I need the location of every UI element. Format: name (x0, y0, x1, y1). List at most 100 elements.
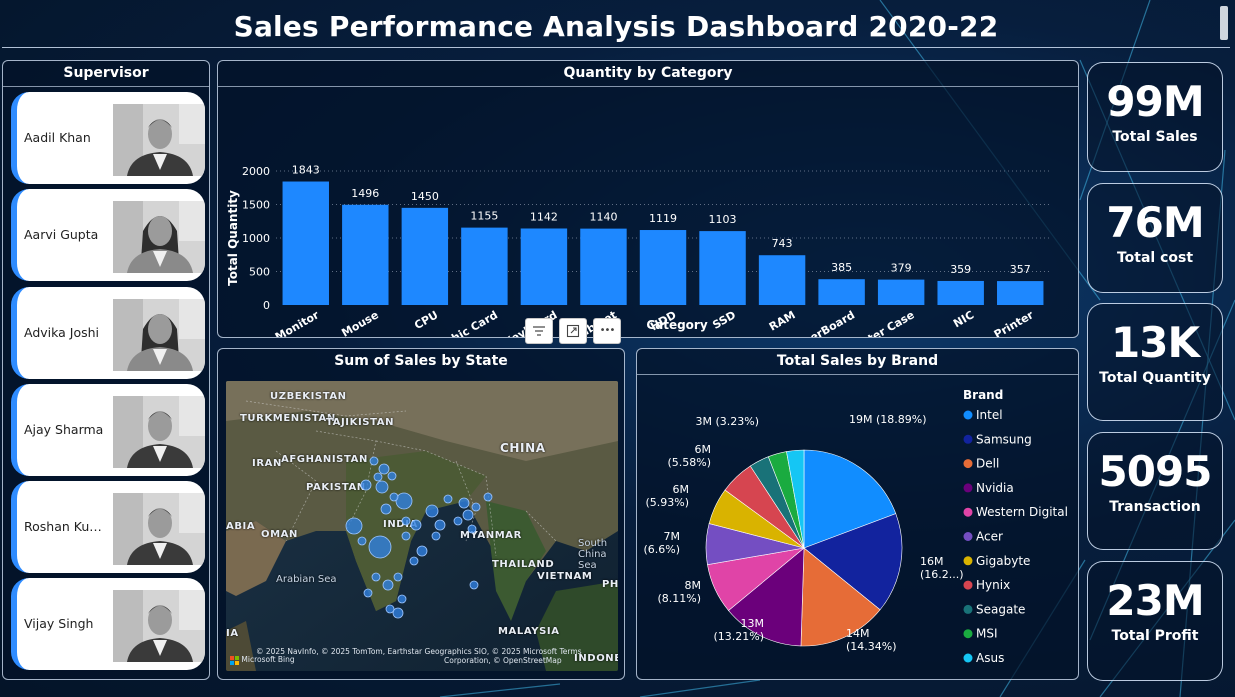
focus-mode-button[interactable] (559, 318, 587, 344)
legend-title: Brand (963, 388, 1003, 402)
pie-slice[interactable] (786, 449, 805, 549)
bar[interactable] (401, 207, 449, 305)
legend-item[interactable]: Intel (976, 408, 1003, 422)
map-bubble[interactable] (467, 524, 477, 534)
kpi-card: 13K Total Quantity (1087, 303, 1223, 421)
map-bubble[interactable] (397, 594, 407, 604)
more-options-icon: ••• (599, 325, 616, 336)
male-person-photo (113, 493, 205, 565)
supervisor-card[interactable]: Roshan Ku… (11, 481, 205, 573)
supervisor-card[interactable]: Ajay Sharma (11, 384, 205, 476)
x-axis-label: Category (646, 318, 708, 332)
female-person-photo (113, 201, 205, 273)
dashboard-title: Sales Performance Analysis Dashboard 202… (233, 10, 999, 43)
map-bubble[interactable] (373, 472, 383, 482)
supervisor-card[interactable]: Aadil Khan (11, 92, 205, 184)
bar[interactable] (580, 228, 627, 305)
map-bubble[interactable] (378, 463, 390, 475)
bar[interactable] (937, 280, 984, 305)
supervisor-name: Vijay Singh (24, 616, 94, 631)
legend-item[interactable]: Seagate (976, 602, 1025, 616)
legend-marker (963, 459, 973, 469)
map-bubble[interactable] (471, 502, 481, 512)
map-label-indonesia: INDONES (574, 653, 618, 664)
map-bubble[interactable] (385, 604, 395, 614)
map-bubble[interactable] (462, 509, 474, 521)
kpi-card: 99M Total Sales (1087, 62, 1223, 172)
bar-data-label: 1843 (292, 164, 320, 177)
filter-button[interactable] (525, 318, 553, 344)
bar[interactable] (520, 228, 568, 305)
map-bubble[interactable] (382, 579, 394, 591)
bar[interactable] (758, 255, 806, 305)
map-bubble[interactable] (389, 492, 399, 502)
map-bubble[interactable] (369, 456, 379, 466)
map-bubble[interactable] (380, 503, 392, 515)
map-bubble[interactable] (392, 607, 404, 619)
filter-icon (533, 326, 545, 336)
map-terrain (226, 381, 618, 671)
x-tick-label: Mouse (339, 308, 380, 337)
bar[interactable] (699, 231, 746, 305)
legend-item[interactable]: Gigabyte (976, 554, 1030, 568)
map-bubble[interactable] (483, 492, 493, 502)
legend-item[interactable]: MSI (976, 627, 998, 641)
y-tick-label: 2000 (242, 165, 270, 178)
map-bubble[interactable] (431, 531, 441, 541)
map-bubble[interactable] (409, 556, 419, 566)
bar-chart-title: Quantity by Category (218, 61, 1078, 87)
map-label-oman: OMAN (261, 529, 298, 540)
pie-slice[interactable] (803, 449, 897, 549)
legend-item[interactable]: Dell (976, 457, 999, 471)
map-bubble[interactable] (401, 531, 411, 541)
map-bubble[interactable] (371, 572, 381, 582)
map-bubble[interactable] (393, 572, 403, 582)
legend-item[interactable]: Samsung (976, 432, 1032, 446)
supervisor-card[interactable]: Vijay Singh (11, 578, 205, 670)
map-bubble[interactable] (458, 497, 470, 509)
map-bubble[interactable] (410, 519, 422, 531)
bar[interactable] (639, 230, 687, 305)
bar[interactable] (282, 181, 329, 305)
map-bubble[interactable] (401, 516, 411, 526)
map-bubble[interactable] (360, 479, 372, 491)
map-bubble[interactable] (434, 519, 446, 531)
legend-item[interactable]: Nvidia (976, 481, 1014, 495)
supervisor-card[interactable]: Advika Joshi (11, 287, 205, 379)
legend-item[interactable]: Hynix (976, 578, 1010, 592)
map-bubble[interactable] (416, 545, 428, 557)
legend-marker (963, 580, 973, 590)
bar[interactable] (461, 227, 508, 305)
map-bubble[interactable] (375, 480, 389, 494)
scrollbar[interactable] (1220, 6, 1228, 40)
bar-data-label: 1140 (589, 211, 617, 224)
map-bubble[interactable] (363, 588, 373, 598)
map-bubble[interactable] (345, 517, 363, 535)
map-bubble[interactable] (395, 492, 413, 510)
sales-map[interactable]: UZBEKISTAN TURKMENISTAN TAJIKISTAN AFGHA… (226, 381, 618, 671)
legend-item[interactable]: Acer (976, 530, 1003, 544)
map-bubble[interactable] (425, 504, 439, 518)
pie-slice[interactable] (803, 513, 903, 611)
more-options-button[interactable]: ••• (593, 318, 621, 344)
map-bubble[interactable] (469, 580, 479, 590)
bar[interactable] (997, 281, 1044, 305)
map-bubble[interactable] (357, 536, 367, 546)
map-bubble[interactable] (368, 535, 392, 559)
pie-slice[interactable] (728, 547, 805, 647)
legend-item[interactable]: Western Digital (976, 505, 1068, 519)
supervisor-card[interactable]: Aarvi Gupta (11, 189, 205, 281)
supervisor-name: Aarvi Gupta (24, 227, 99, 242)
kpi-card: 76M Total cost (1087, 183, 1223, 293)
legend-item[interactable]: Asus (976, 651, 1004, 665)
map-label-thailand: THAILAND (492, 559, 555, 570)
bar[interactable] (877, 279, 925, 305)
map-bubble[interactable] (443, 494, 453, 504)
legend-marker (963, 532, 973, 541)
bar[interactable] (818, 279, 865, 305)
bar[interactable] (342, 204, 389, 305)
map-bubble[interactable] (387, 471, 397, 481)
map-bubble[interactable] (453, 516, 463, 526)
pie-slice[interactable] (800, 547, 881, 647)
